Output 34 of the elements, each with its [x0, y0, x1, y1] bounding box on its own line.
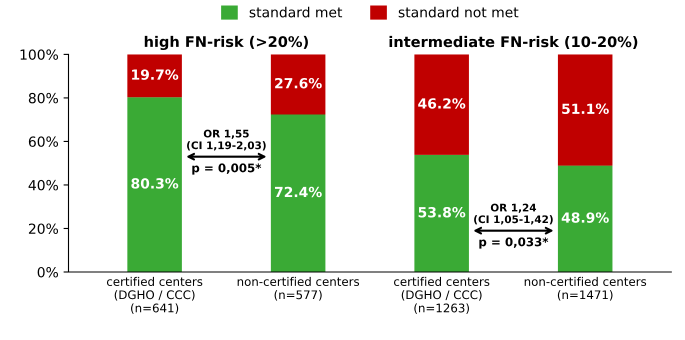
bar [127, 54, 182, 98]
y-tick-label: 80% [28, 92, 58, 104]
x-tick-label: non-certified centers (n=1471) [524, 276, 646, 301]
x-tick-label: certified centers (DGHO / CCC) (n=641) [106, 276, 202, 314]
data-label: 53.8% [418, 206, 466, 218]
x-tick-label: non-certified centers (n=577) [238, 276, 360, 301]
y-tick-label: 20% [28, 223, 58, 234]
annotation: OR 1,55 (CI 1,19-2,03) [187, 130, 266, 151]
y-tick-label: 60% [28, 136, 58, 147]
legend-label: standard not met [398, 6, 518, 18]
data-label: 27.6% [275, 78, 322, 88]
bar [414, 154, 469, 272]
bar [270, 54, 326, 114]
bar [414, 54, 469, 155]
data-label: 19.7% [132, 69, 178, 80]
legend-label: standard met [250, 6, 342, 18]
x-tick-label: certified centers (DGHO / CCC) (n=1263) [394, 276, 490, 314]
text: high FN-risk (>20%) [144, 36, 308, 50]
y-tick-label: 40% [28, 180, 58, 190]
data-label: 51.1% [562, 104, 609, 114]
annotation: p = 0,033* [479, 237, 548, 249]
y-tick-label: 0% [38, 266, 58, 278]
data-label: 48.9% [562, 212, 609, 223]
annotation: p = 0,005* [192, 163, 262, 175]
bar [558, 166, 612, 272]
data-label: 72.4% [274, 186, 322, 198]
bar [270, 114, 326, 272]
bar [127, 97, 182, 272]
data-label: 80.3% [131, 178, 178, 189]
text: intermediate FN-risk (10-20%) [390, 36, 638, 49]
bar [558, 54, 612, 166]
y-tick-label: 100% [20, 49, 58, 60]
data-label: 46.2% [418, 98, 466, 109]
annotation: OR 1,24 (CI 1,05-1,42) [474, 204, 553, 225]
